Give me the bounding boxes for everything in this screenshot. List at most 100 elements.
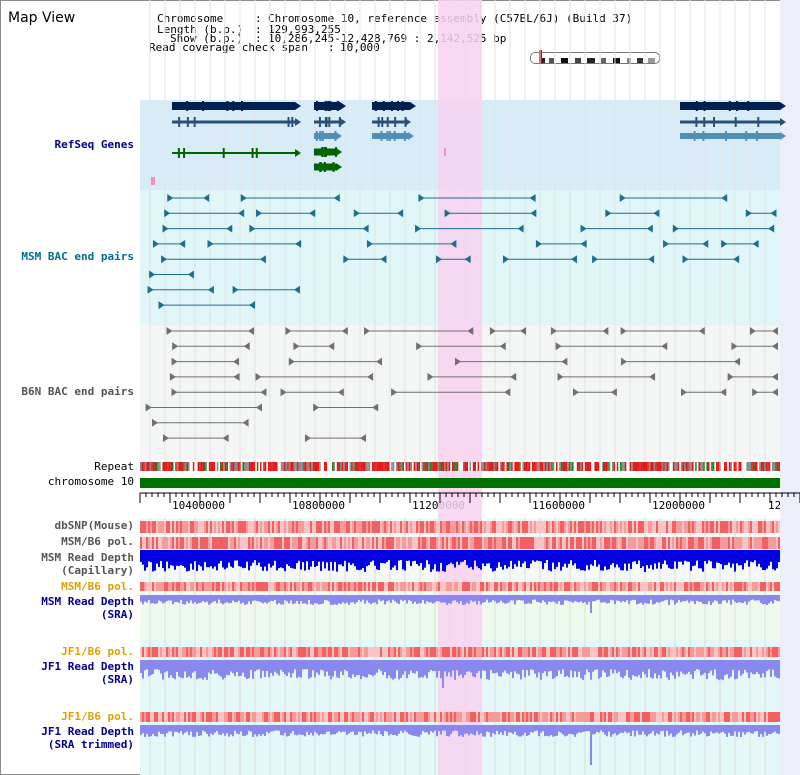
jf1-sra-depth-bar	[728, 660, 730, 679]
msm-capillary-depth-bar	[278, 550, 280, 569]
jf1-b6-pol-bin	[756, 647, 758, 657]
dbsnp-bin	[206, 521, 208, 533]
jf1-trim-depth-bar	[528, 725, 530, 736]
jf1-trim-depth-bar	[696, 725, 698, 731]
jf1-b6-pol-bin	[528, 647, 530, 657]
jf1-sra-depth-bar	[476, 660, 478, 674]
gene-exon	[202, 101, 205, 111]
jf1-trim-depth-bar	[402, 725, 404, 733]
jf1-b6-pol-bin	[696, 647, 698, 657]
repeat-block	[487, 462, 489, 471]
jf1-trim-depth-bar	[584, 725, 586, 732]
jf1-b6-pol-bin	[566, 647, 568, 657]
jf1-b6-pol-bin	[618, 647, 620, 657]
bac-end-arrow-icon	[304, 434, 311, 443]
jf1-sra-depth-bar	[530, 660, 532, 670]
gene-exon	[287, 117, 290, 127]
msm-sra-depth-bar	[248, 595, 250, 602]
gene-exon	[319, 162, 322, 172]
repeat-block	[568, 462, 571, 471]
msm-b6-pol-bin	[182, 582, 184, 591]
dbsnp-bin	[268, 521, 270, 533]
jf1-b6-pol-bin	[466, 647, 468, 657]
repeat-block	[154, 462, 156, 471]
repeat-block	[509, 462, 512, 471]
msm-capillary-depth-bar	[616, 550, 618, 565]
jf1-b6-pol-bin	[652, 647, 654, 657]
repeat-block	[589, 462, 592, 471]
jf1-trim-depth-bar	[228, 725, 230, 737]
jf1-b6-pol-bin	[758, 712, 760, 722]
msm-b6-pol-bin	[322, 537, 324, 549]
jf1-sra-depth-bar	[528, 660, 530, 676]
msm-sra-depth-bar	[742, 595, 744, 604]
jf1-b6-pol-bin	[232, 712, 234, 722]
jf1-trim-depth-bar	[504, 725, 506, 731]
jf1-trim-depth-bar	[456, 725, 458, 731]
msm-b6-pol-bin	[434, 582, 436, 591]
jf1-b6-pol-bin	[564, 712, 566, 722]
jf1-b6-pol-bin	[710, 647, 712, 657]
repeat-block	[176, 462, 179, 471]
msm-capillary-depth-bar	[526, 550, 528, 568]
jf1-b6-pol-bin	[470, 712, 472, 722]
jf1-sra-depth-bar	[772, 660, 774, 670]
jf1-trim-depth-bar	[608, 725, 610, 732]
repeat-block	[493, 462, 496, 471]
msm-b6-pol-bin	[196, 537, 198, 549]
jf1-sra-depth-bar	[614, 660, 616, 670]
msm-sra-depth-bar	[184, 595, 186, 605]
jf1-sra-depth-bar	[340, 660, 342, 672]
jf1-b6-pol-bin	[678, 712, 680, 722]
msm-capillary-depth-bar	[582, 550, 584, 571]
jf1-sra-depth-bar	[446, 660, 448, 677]
msm-sra-depth-bar	[546, 595, 548, 605]
jf1-b6-pol-bin	[484, 712, 486, 722]
jf1-trim-depth-bar	[272, 725, 274, 732]
dbsnp-bin	[752, 521, 754, 533]
msm-sra-depth-bar	[686, 595, 688, 601]
msm-capillary-depth-bar	[154, 550, 156, 571]
repeat-block	[141, 462, 144, 471]
repeat-block	[773, 462, 776, 471]
repeat-block	[492, 462, 494, 471]
msm-capillary-depth-bar	[174, 550, 176, 570]
msm-b6-pol-bin	[648, 537, 650, 549]
msm-b6-pol-bin	[568, 582, 570, 591]
repeat-block	[202, 462, 204, 471]
msm-capillary-depth-bar	[450, 550, 452, 563]
dbsnp-bin	[672, 521, 674, 533]
msm-sra-depth-bar	[684, 595, 686, 602]
msm-sra-depth-bar	[702, 595, 704, 604]
dbsnp-bin	[182, 521, 184, 533]
msm-capillary-depth-bar	[184, 550, 186, 568]
msm-capillary-depth-bar	[638, 550, 640, 561]
jf1-sra-depth-bar	[364, 660, 366, 678]
dbsnp-bin	[150, 521, 152, 533]
repeat-block	[260, 462, 262, 471]
jf1-sra-depth-bar	[182, 660, 184, 679]
msm-sra-depth-bar	[314, 595, 316, 603]
jf1-trim-depth-bar	[514, 725, 516, 732]
dbsnp-bin	[350, 521, 352, 533]
msm-b6-pol-bin	[434, 537, 436, 549]
msm-capillary-depth-bar	[490, 550, 492, 569]
msm-sra-depth-bar	[578, 595, 580, 603]
bac-end-arrow-icon	[366, 239, 373, 248]
jf1-sra-depth-bar	[536, 660, 538, 678]
repeat-block	[332, 462, 334, 471]
msm-b6-pol-bin	[376, 537, 378, 549]
jf1-sra-depth-bar	[520, 660, 522, 680]
msm-b6-pol-bin	[532, 537, 534, 549]
jf1-b6-pol-bin	[370, 647, 372, 657]
dbsnp-bin	[200, 521, 202, 533]
repeat-block	[588, 462, 590, 471]
msm-b6-pol-bin	[708, 582, 710, 591]
jf1-b6-pol-bin	[706, 647, 708, 657]
jf1-b6-pol-bin	[232, 647, 234, 657]
msm-b6-pol-bin	[328, 537, 330, 549]
msm-capillary-depth-bar	[496, 550, 498, 568]
msm-sra-depth-bar	[538, 595, 540, 603]
jf1-b6-pol-bin	[574, 712, 576, 722]
